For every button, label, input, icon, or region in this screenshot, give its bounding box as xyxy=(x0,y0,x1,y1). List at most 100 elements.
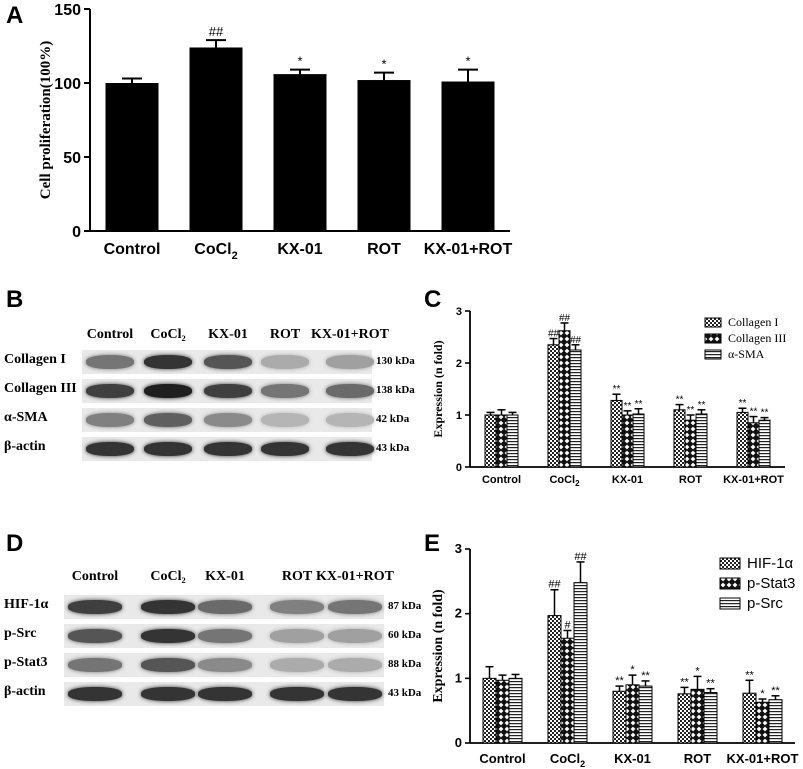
blot-band xyxy=(86,442,134,456)
y-tick-label-2: 2 xyxy=(456,358,462,370)
blot-band xyxy=(261,384,309,398)
blot-kda-label-3: 43 kDa xyxy=(376,442,410,454)
panel-label-e: E xyxy=(424,530,441,557)
significance-mark: ## xyxy=(548,329,560,340)
y-axis-title: Cell proliferation(100%) xyxy=(38,41,54,199)
y-tick-label-2: 2 xyxy=(455,606,462,621)
bar-checker-3 xyxy=(673,409,686,468)
panel-label-c: C xyxy=(424,286,442,313)
blot-row-label-2: α-SMA xyxy=(4,410,48,425)
bar-kx-01+rot xyxy=(441,81,495,232)
significance-mark: ** xyxy=(680,676,689,688)
blot-kda-label-1: 138 kDa xyxy=(376,384,415,396)
blot-lane-label-3: ROT xyxy=(281,569,313,584)
significance-mark: ** xyxy=(615,675,624,687)
bar-checker-1 xyxy=(547,344,560,468)
blot-band xyxy=(144,384,192,398)
x-tick-label-2: KX-01 xyxy=(612,474,643,486)
panel-label-d: D xyxy=(6,530,24,557)
bar-hlines-4 xyxy=(758,419,771,468)
blot-kda-label-0: 87 kDa xyxy=(388,600,422,612)
bar-checker-0 xyxy=(484,414,497,468)
x-tick-label-4: KX-01+ROT xyxy=(424,241,513,258)
significance-mark: ## xyxy=(574,551,587,563)
legend-swatch-0 xyxy=(704,317,722,328)
bar-cocl2 xyxy=(189,47,243,232)
blot-band xyxy=(270,658,324,672)
blot-band xyxy=(261,442,309,456)
blot-band xyxy=(261,355,309,369)
x-tick-label-0: Control xyxy=(482,474,521,486)
y-tick-label-3: 150 xyxy=(54,2,81,19)
blot-lane-label-0: Control xyxy=(86,327,134,342)
blot-band xyxy=(68,658,122,672)
bar-checker-2 xyxy=(612,690,627,744)
blot-row-label-2: p-Stat3 xyxy=(4,655,48,670)
legend-swatch-2 xyxy=(719,597,741,610)
blot-kda-label-1: 60 kDa xyxy=(388,629,422,641)
blot-band xyxy=(86,384,134,398)
blot-band xyxy=(86,355,134,369)
bar-hlines-2 xyxy=(632,413,645,468)
significance-mark: ** xyxy=(739,398,747,409)
significance-mark: * xyxy=(630,664,635,676)
bar-diamond-2 xyxy=(625,684,640,744)
legend-swatch-0 xyxy=(719,557,741,570)
western-blot-b: Control CoCl₂ KX-01 ROT KX-01+ROT Collagen I 1… xyxy=(0,320,420,470)
blot-band xyxy=(326,442,374,456)
bar-checker-0 xyxy=(482,677,497,744)
x-tick-label-4: KX-01+ROT xyxy=(727,751,799,766)
significance-mark: ** xyxy=(706,678,715,690)
blot-kda-label-2: 42 kDa xyxy=(376,413,410,425)
bar-hlines-3 xyxy=(695,413,708,468)
legend-label-0: HIF-1α xyxy=(747,555,794,572)
significance-mark: ** xyxy=(676,395,684,406)
y-tick-label-3: 3 xyxy=(455,541,462,556)
blot-band xyxy=(328,658,382,672)
legend-label-0: Collagen I xyxy=(728,315,778,329)
bar-diamond-4 xyxy=(747,422,760,468)
bar-hlines-1 xyxy=(573,582,588,744)
blot-band xyxy=(198,687,252,701)
blot-band xyxy=(328,629,382,643)
legend-label-2: α-SMA xyxy=(728,347,765,361)
blot-band xyxy=(198,600,252,614)
blot-band xyxy=(141,600,195,614)
bar-diamond-4 xyxy=(755,701,770,744)
blot-band xyxy=(141,687,195,701)
x-tick-label-1: CoCl2 xyxy=(194,241,237,262)
blot-band xyxy=(68,629,122,643)
blot-band xyxy=(326,384,374,398)
y-tick-label-0: 0 xyxy=(456,462,462,474)
bar-diamond-1 xyxy=(560,637,575,744)
blot-row-label-0: Collagen I xyxy=(4,352,66,367)
blot-band xyxy=(261,413,309,427)
bar-hlines-0 xyxy=(506,414,519,468)
x-tick-label-2: KX-01 xyxy=(277,241,322,258)
significance-mark: * xyxy=(465,54,470,69)
blot-band xyxy=(198,658,252,672)
bar-hlines-0 xyxy=(508,677,523,744)
blot-band xyxy=(86,413,134,427)
y-tick-label-1: 50 xyxy=(63,150,81,167)
blot-lane-label-0: Control xyxy=(71,569,119,584)
blot-lane-label-2: KX-01 xyxy=(208,327,248,342)
bar-control xyxy=(105,83,159,231)
blot-band xyxy=(326,413,374,427)
blot-band xyxy=(204,355,252,369)
blot-band xyxy=(270,629,324,643)
x-tick-label-1: CoCl2 xyxy=(549,474,580,488)
blot-band xyxy=(204,442,252,456)
significance-mark: ** xyxy=(687,405,695,416)
blot-lane-label-1: CoCl₂ xyxy=(150,327,186,342)
y-tick-label-1: 1 xyxy=(455,670,462,685)
blot-lane-label-1: CoCl₂ xyxy=(150,569,186,584)
legend-label-1: Collagen III xyxy=(728,331,786,345)
blot-row-label-3: β-actin xyxy=(4,439,46,454)
chart-c: 0 1 2 3 Expression (n fold) Control ## ## ## CoCl… xyxy=(431,306,786,488)
blot-lane-label-2: KX-01 xyxy=(205,569,245,584)
bar-kx-01 xyxy=(273,74,327,232)
western-blot-d: Control CoCl₂ KX-01 ROT KX-01+ROT HIF-1α 87 kD… xyxy=(0,565,422,725)
panel-label-a: A xyxy=(6,2,24,29)
